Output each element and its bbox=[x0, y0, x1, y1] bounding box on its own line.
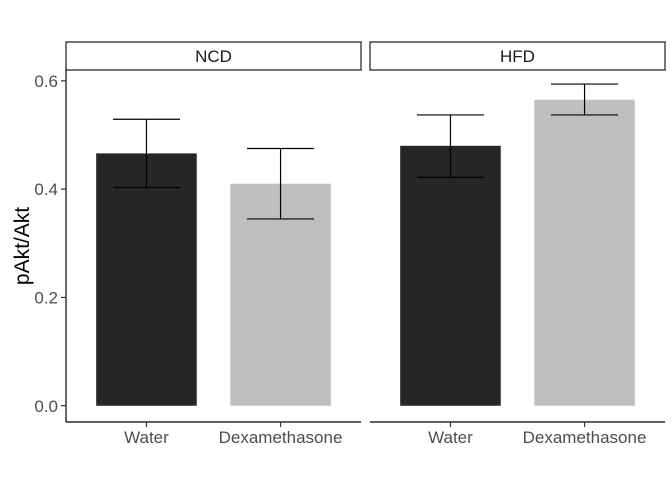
bar-hfd-dexamethasone bbox=[534, 99, 635, 406]
y-axis: 0.0 0.2 0.4 0.6 bbox=[34, 70, 67, 422]
y-tick-label: 0.6 bbox=[34, 72, 58, 91]
x-tick-label: Water bbox=[428, 428, 473, 447]
facet-panels: NCD Water Dexamethasone HFD Water Dexamethaso… bbox=[65, 41, 666, 447]
bar-ncd-water bbox=[96, 153, 197, 406]
x-tick-label: Dexamethasone bbox=[219, 428, 343, 447]
facet-strip bbox=[369, 41, 666, 71]
facet-strip-label: NCD bbox=[195, 47, 232, 66]
facet-strip-label: HFD bbox=[500, 47, 535, 66]
bar-hfd-water bbox=[400, 145, 501, 406]
y-axis-title: pAkt/Akt bbox=[11, 207, 34, 285]
y-tick-label: 0.4 bbox=[34, 180, 58, 199]
error-bar bbox=[112, 118, 180, 189]
error-bar bbox=[551, 83, 619, 116]
x-tick-label: Dexamethasone bbox=[523, 428, 647, 447]
error-bar bbox=[416, 114, 484, 178]
facet-panel: HFD Water Dexamethasone bbox=[369, 41, 666, 447]
facet-panel: NCD Water Dexamethasone bbox=[65, 41, 362, 447]
y-tick-label: 0.2 bbox=[34, 288, 58, 307]
bar-ncd-dexamethasone bbox=[230, 183, 331, 406]
facet-strip bbox=[65, 41, 362, 71]
y-tick-label: 0.0 bbox=[34, 397, 58, 416]
error-bar bbox=[247, 147, 315, 220]
x-tick-label: Water bbox=[124, 428, 169, 447]
